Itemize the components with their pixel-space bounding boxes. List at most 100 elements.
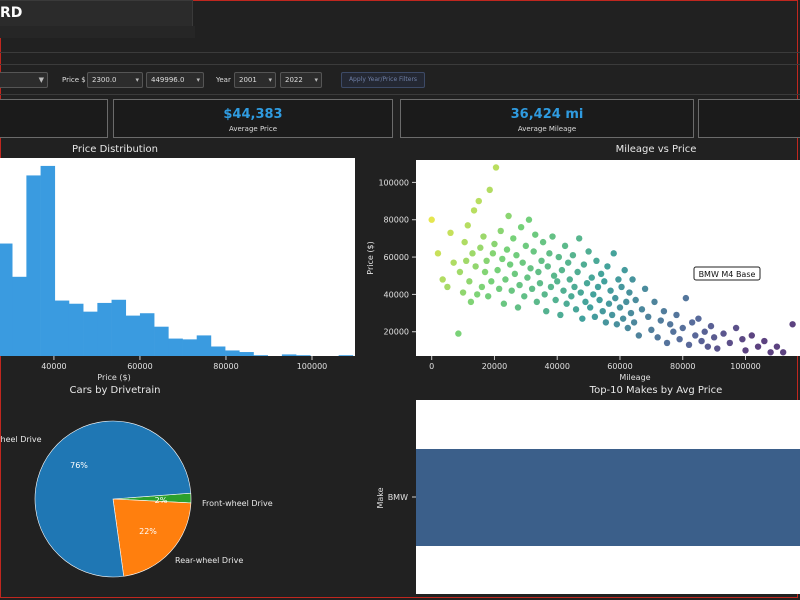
scatter-point: [524, 274, 531, 281]
scatter-point: [499, 255, 506, 263]
x-axis-label: Mileage: [619, 373, 650, 382]
scatter-point: [679, 324, 686, 332]
scatter-point: [601, 278, 608, 285]
price-min-select[interactable]: 2300.0 ▾: [87, 72, 143, 88]
kpi-card-average-mileage: 36,424 mi Average Mileage: [400, 99, 694, 138]
scatter-point: [467, 298, 475, 306]
histogram-bar: [12, 276, 27, 356]
scatter-point: [447, 229, 454, 236]
pie-slice: [112, 498, 192, 577]
y-axis-label: Make: [376, 487, 385, 508]
scatter-point: [555, 253, 562, 261]
scatter-point: [710, 334, 718, 341]
scatter-point: [521, 293, 528, 300]
make-select[interactable]: ▼: [0, 72, 48, 88]
histogram-bar: [168, 338, 183, 356]
scatter-point: [481, 268, 489, 276]
scatter-point: [692, 332, 699, 339]
title-subbar: [0, 26, 195, 38]
chevron-down-icon: ▾: [314, 76, 318, 84]
histogram-bar: [26, 175, 41, 356]
scatter-point: [626, 289, 633, 296]
scatter-point: [599, 308, 606, 315]
scatter-point: [616, 304, 624, 311]
scatter-point: [632, 296, 639, 304]
scatter-point: [583, 280, 591, 287]
kpi-card: [698, 99, 800, 138]
divider: [0, 64, 800, 65]
scatter-point: [550, 272, 558, 279]
scatter-point: [475, 197, 482, 205]
scatter-point: [666, 321, 674, 328]
scatter-point: [473, 291, 481, 298]
scatter-point: [434, 250, 442, 257]
year-max-select[interactable]: 2022 ▾: [280, 72, 322, 88]
kpi-card: [0, 99, 108, 138]
x-tick-label: 40000: [544, 362, 569, 371]
scatter-point: [624, 324, 632, 332]
scatter-point: [502, 276, 509, 283]
scatter-point: [720, 330, 727, 337]
scatter-point: [779, 349, 787, 356]
scatter-point: [484, 293, 492, 300]
scatter-point: [491, 240, 498, 248]
scatter-point: [519, 259, 526, 266]
scatter-point: [480, 233, 487, 240]
top-makes-title: Top-10 Makes by Avg Price: [589, 385, 723, 396]
scatter-point: [566, 276, 573, 283]
scatter-point: [459, 289, 467, 296]
scatter-point: [557, 311, 564, 319]
scatter-point: [488, 278, 495, 285]
scatter-point: [607, 287, 614, 294]
scatter-point: [571, 283, 578, 291]
scatter-point: [517, 224, 525, 231]
drivetrain-pie-title: Cars by Drivetrain: [69, 385, 161, 396]
x-tick-label: 60000: [607, 362, 632, 371]
histogram-bar: [125, 315, 141, 356]
scatter-point: [533, 298, 541, 306]
price-distribution-title: Price Distribution: [72, 144, 158, 155]
scatter-point: [638, 306, 646, 313]
year-min-select[interactable]: 2001 ▾: [234, 72, 276, 88]
scatter-point: [726, 339, 734, 347]
apply-filters-button[interactable]: Apply Year/Price Filters: [341, 72, 425, 88]
price-max-select[interactable]: 449996.0 ▾: [146, 72, 204, 88]
scatter-point: [615, 276, 622, 283]
scatter-point: [505, 212, 512, 220]
histogram-bar: [54, 300, 70, 356]
pie-label-rear-wheel: Rear-wheel Drive: [175, 556, 243, 565]
scatter-point: [552, 296, 559, 304]
dashboard-title-bar: RD: [0, 0, 193, 28]
scatter-point: [525, 216, 533, 223]
histogram-bar: [182, 339, 198, 356]
histogram-bar: [68, 303, 84, 356]
scatter-point: [602, 319, 610, 326]
year-filter-label: Year: [216, 76, 231, 84]
price-filter-label: Price $: [62, 76, 86, 84]
scatter-point: [654, 334, 661, 341]
x-tick-label: 80000: [670, 362, 695, 371]
scatter-point: [547, 283, 555, 291]
scatter-point: [439, 276, 446, 283]
chevron-down-icon: ▾: [196, 76, 200, 84]
scatter-point: [574, 268, 581, 276]
x-tick-label: 20000: [482, 362, 507, 371]
scatter-point: [612, 294, 619, 302]
scatter-point: [538, 257, 545, 264]
scatter-point: [450, 259, 457, 266]
scatter-point: [463, 257, 470, 264]
scatter-point: [500, 300, 508, 307]
scatter-point: [497, 227, 504, 235]
pie-label-front-wheel: Front-wheel Drive: [202, 499, 273, 508]
x-axis-label: Price ($): [97, 373, 130, 382]
scatter-point: [503, 246, 511, 253]
scatter-point: [773, 343, 781, 350]
scatter-point: [513, 252, 520, 259]
histogram-bar: [210, 346, 226, 356]
price-distribution-chart: 40000 60000 80000 100000 Price ($): [0, 158, 355, 382]
mileage-vs-price-title: Mileage vs Price: [615, 144, 697, 155]
histogram-bar: [97, 302, 112, 356]
scatter-point: [530, 248, 537, 255]
scatter-point: [701, 328, 708, 335]
scatter-point: [577, 289, 584, 296]
